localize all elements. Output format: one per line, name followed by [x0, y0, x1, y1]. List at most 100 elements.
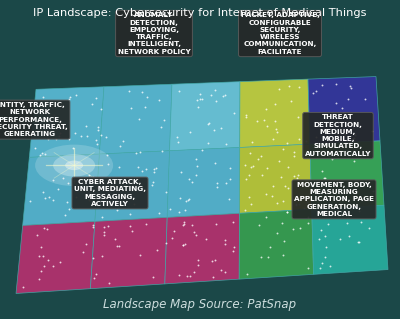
- Point: [150, 169, 157, 174]
- Point: [186, 177, 192, 182]
- Point: [174, 134, 180, 139]
- Point: [117, 143, 123, 148]
- Point: [292, 195, 299, 200]
- Point: [272, 101, 278, 107]
- Point: [94, 185, 100, 190]
- Point: [279, 220, 285, 226]
- Point: [350, 125, 356, 130]
- Point: [66, 136, 72, 141]
- Polygon shape: [16, 221, 95, 293]
- Point: [95, 127, 101, 132]
- Point: [40, 116, 46, 122]
- Point: [319, 168, 326, 173]
- Point: [194, 257, 201, 263]
- Point: [292, 201, 299, 206]
- Point: [246, 195, 252, 200]
- Ellipse shape: [53, 154, 95, 176]
- Point: [338, 105, 345, 110]
- Point: [212, 258, 218, 263]
- Point: [193, 233, 199, 238]
- Point: [284, 209, 290, 214]
- Point: [64, 181, 71, 186]
- Point: [44, 226, 50, 232]
- Point: [296, 85, 303, 90]
- Point: [197, 92, 204, 97]
- Point: [169, 236, 176, 241]
- Point: [259, 173, 265, 178]
- Point: [310, 91, 317, 96]
- Polygon shape: [100, 84, 172, 154]
- Point: [336, 115, 343, 120]
- Point: [326, 202, 332, 207]
- Point: [296, 201, 302, 206]
- Point: [256, 223, 262, 228]
- Point: [193, 156, 199, 161]
- Point: [335, 207, 341, 212]
- Point: [344, 96, 351, 101]
- Point: [264, 124, 270, 129]
- Point: [72, 93, 79, 98]
- Point: [302, 138, 309, 143]
- Point: [254, 119, 260, 124]
- Polygon shape: [308, 77, 380, 144]
- Point: [246, 172, 252, 177]
- Point: [365, 226, 372, 231]
- Point: [126, 223, 133, 228]
- Point: [44, 137, 51, 142]
- Point: [135, 164, 141, 169]
- Point: [262, 107, 269, 112]
- Point: [294, 176, 300, 181]
- Point: [91, 275, 97, 280]
- Point: [56, 133, 62, 138]
- Point: [223, 181, 229, 186]
- Point: [342, 131, 348, 136]
- Point: [34, 232, 41, 237]
- Point: [258, 154, 264, 159]
- Point: [300, 152, 307, 157]
- Point: [60, 176, 66, 181]
- Point: [227, 176, 233, 182]
- Point: [128, 228, 135, 233]
- Point: [151, 166, 158, 171]
- Point: [142, 105, 148, 110]
- Point: [258, 255, 264, 260]
- Point: [222, 270, 228, 275]
- Point: [154, 247, 161, 252]
- Text: MOVEMENT, BODY,
MEASURING
APPLICATION, PAGE
GENERATION,
MEDICAL: MOVEMENT, BODY, MEASURING APPLICATION, P…: [294, 182, 374, 217]
- Point: [214, 180, 220, 185]
- Point: [313, 89, 319, 94]
- Point: [139, 90, 145, 95]
- Text: THREAT
DETECTION,
MEDIUM,
MOBILE,
SIMULATED,
AUTOMATICALLY: THREAT DETECTION, MEDIUM, MOBILE, SIMULA…: [305, 115, 371, 157]
- Point: [136, 252, 143, 257]
- Point: [269, 194, 276, 199]
- Point: [116, 243, 122, 248]
- Point: [42, 125, 48, 130]
- Point: [167, 206, 173, 211]
- Polygon shape: [312, 205, 388, 274]
- Point: [320, 119, 326, 124]
- Point: [346, 84, 353, 89]
- Point: [295, 114, 301, 119]
- Point: [150, 180, 156, 185]
- Point: [80, 249, 86, 255]
- Point: [136, 116, 142, 122]
- Point: [175, 139, 181, 144]
- Point: [150, 274, 157, 279]
- Point: [87, 180, 93, 185]
- Point: [73, 195, 79, 200]
- Point: [271, 119, 278, 124]
- Point: [223, 141, 229, 146]
- Point: [163, 241, 170, 246]
- Point: [208, 93, 214, 98]
- Point: [103, 134, 110, 139]
- Point: [296, 226, 303, 231]
- Point: [199, 96, 206, 101]
- Point: [120, 139, 126, 144]
- Point: [175, 272, 182, 277]
- Point: [37, 153, 43, 158]
- Point: [98, 214, 105, 219]
- Point: [187, 274, 194, 279]
- Point: [112, 236, 118, 241]
- Point: [351, 132, 358, 137]
- Point: [193, 173, 200, 178]
